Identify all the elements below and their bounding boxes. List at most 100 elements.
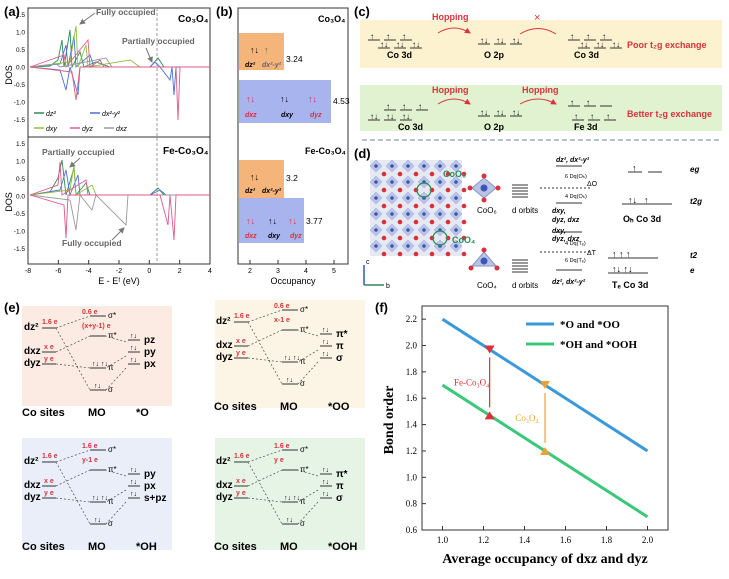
c2-fe-low-0-spin: ↑ — [574, 112, 578, 121]
mo-e-top: 0.6 e — [82, 309, 98, 316]
d-oh-up: 6 Dq(Oₕ) — [565, 174, 587, 180]
mo-ads-spin-2: ↑↓ — [130, 357, 137, 364]
mo-pi-label: π — [108, 363, 114, 372]
mo-co-dxz: dxz — [24, 480, 41, 491]
mo-ads-orb-1: py — [144, 347, 156, 358]
d-td-down: 6 Dq(Tₑ) — [565, 258, 586, 264]
lattice-oxygen — [445, 251, 451, 257]
c-hop-arc-blocked — [519, 28, 557, 35]
chart-marker-top-0 — [484, 345, 495, 354]
spin-b4: ↑↓ — [280, 94, 289, 104]
chart-ylabel: Bond order — [382, 386, 397, 455]
c-hopping-2: Hopping — [432, 85, 469, 95]
mo-pi-star-label: π* — [300, 465, 309, 474]
occ-bar-co3o4-eg — [239, 33, 284, 70]
mo-label: MO — [280, 541, 298, 553]
dos-ytick-label: -1.0 — [14, 100, 26, 107]
panel-a-letter: (a) — [4, 4, 20, 19]
legend-dxz: dxz — [116, 126, 127, 133]
mo-e-top: 0.6 e — [274, 303, 290, 310]
mo-co-dz2: dz² — [216, 456, 231, 467]
d-td-up: 4 Dq(Tₑ) — [565, 241, 586, 247]
mo-ads-name: *OH — [136, 541, 157, 553]
oh-t2g-spin1: ↑↓ — [628, 195, 637, 205]
lattice-oxygen — [413, 219, 419, 225]
dos-top-ylabel: DOS — [4, 65, 14, 85]
c-hop-arrow-1 — [437, 27, 471, 34]
occ-orb-dz2-bot: dz² — [245, 188, 256, 195]
c-better-exchange: Better t₂g exchange — [627, 109, 712, 119]
occ-xtick-label: 5 — [332, 268, 336, 275]
mo-sigma-spin: ↑↓ — [94, 517, 101, 524]
spin-b3: ↑↓ — [246, 94, 255, 104]
mo-pi-star-label: π* — [300, 325, 309, 334]
occ-val-3: 3.2 — [286, 173, 298, 183]
dos-curve-top-dz2 — [29, 29, 210, 69]
mo-sigma-label: σ — [108, 519, 113, 528]
c-hopping-1: Hopping — [432, 12, 469, 22]
lattice-cobalt — [390, 244, 394, 248]
lattice-coo4-highlight — [432, 230, 448, 246]
mo-ads-name: *O — [136, 407, 149, 419]
occ-frame — [237, 7, 349, 265]
better-exchange-band — [360, 85, 722, 131]
mo-pi-label: π — [300, 357, 306, 366]
c1-co2-up-1-spin: ↑ — [586, 32, 590, 41]
chart-xtick-label: 1.6 — [560, 535, 572, 545]
mo-corr-line-6 — [297, 361, 319, 385]
mo-corr-line-4 — [105, 335, 127, 343]
chart-xtick-label: 1.4 — [519, 535, 531, 545]
d-eg: eg — [690, 165, 699, 174]
c-o2p-2: O 2p — [484, 122, 505, 132]
mo-e-dxz: x e — [236, 338, 246, 345]
d-td-top-orb2: dyz, dxz — [552, 236, 580, 243]
lattice-cobalt — [422, 212, 426, 216]
mo-e-dyz: y e — [236, 350, 246, 357]
lattice-cobalt — [454, 212, 458, 216]
ann-partially-bottom: Partially occupied — [42, 147, 115, 157]
lattice-cobalt — [438, 180, 442, 184]
ann-fully-bottom: Fully occupied — [62, 238, 122, 248]
lattice-oxygen — [397, 251, 403, 257]
coo4-center — [480, 257, 488, 265]
ann-partially-top-arrow — [145, 47, 153, 63]
ann-fully-bottom-arrow — [111, 227, 125, 241]
chart-ytick-label: 1.8 — [406, 367, 418, 377]
mo-ads-orb-2: σ — [336, 493, 343, 504]
mo-sigma-spin: ↑↓ — [94, 383, 101, 390]
poor-exchange-band — [360, 20, 722, 68]
mo-corr-line-3 — [55, 363, 91, 369]
chart-ytick-label: 2.0 — [406, 341, 418, 351]
dos-curve-top-spin-down-a — [29, 66, 210, 96]
axis-c: c — [366, 259, 370, 266]
mo-ads-spin-0: ↑↓ — [322, 467, 329, 474]
legend-dx2y2: dx²-y² — [102, 111, 121, 118]
mo-co-sites: Co sites — [214, 541, 257, 553]
dos-curve-top-dx2y2 — [29, 35, 210, 68]
d-e: e — [690, 266, 695, 275]
chart-ytick-label: 1.2 — [406, 446, 417, 456]
mo-corr-line-3 — [247, 497, 283, 503]
mo-e-mid: y e — [274, 457, 284, 464]
mo-corr-line-3 — [55, 497, 91, 503]
lattice-oxygen — [381, 251, 387, 257]
chart-ytick-label: 1.4 — [406, 420, 418, 430]
lattice-oxygen — [429, 171, 435, 177]
lattice-oxygen — [397, 171, 403, 177]
occ-orb-dx2y2-bot: dx²-y² — [262, 188, 282, 195]
d-delta-o: ΔO — [587, 181, 598, 188]
mo-sigma-label: σ — [300, 379, 305, 388]
c1-co-up-2-spin: ↑ — [402, 32, 406, 41]
panel-b-letter: (b) — [216, 4, 233, 19]
d-t2g: t2g — [690, 197, 702, 206]
c1-co-low-1-spin: ↑↓ — [396, 40, 404, 49]
lattice-coo6-highlight — [416, 182, 432, 198]
mo-e-dyz: y e — [44, 490, 54, 497]
coo6-o2 — [495, 185, 501, 191]
mo-e-mid: x-1 e — [274, 317, 290, 324]
lattice-oxygen — [397, 187, 403, 193]
dos-xticks: -8 -6 -4 -2 0 2 4 — [25, 260, 212, 275]
mo-corr-line-4 — [297, 329, 319, 337]
c2-fe-low-1-spin: ↑ — [590, 112, 594, 121]
mo-e-dxz: x e — [236, 478, 246, 485]
